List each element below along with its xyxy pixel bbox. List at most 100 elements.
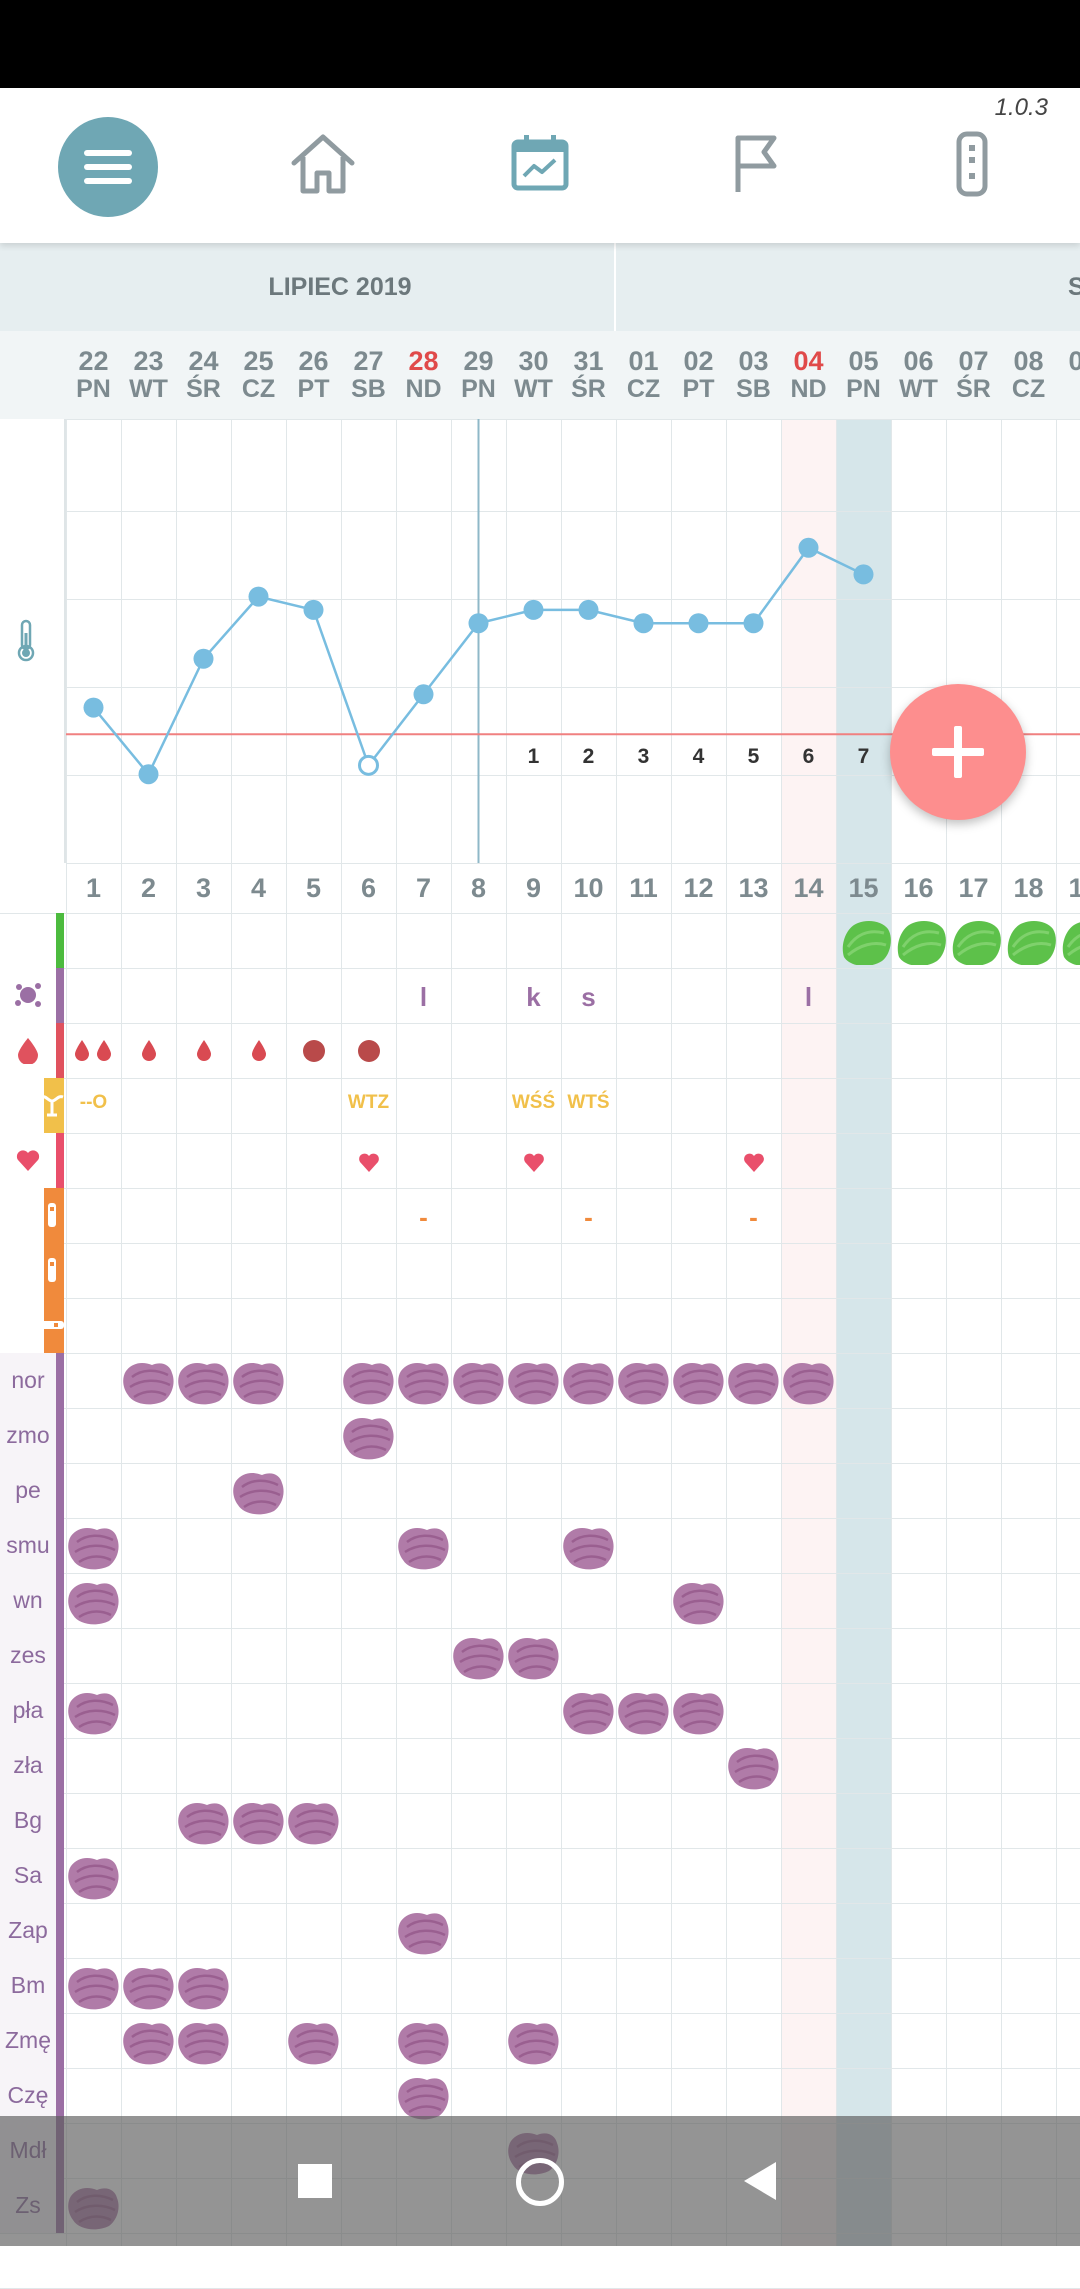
day-number: 07 [958,346,989,376]
temperature-point [138,764,159,785]
high-temp-phase-label: 6 [803,745,815,768]
day-header-cell[interactable]: 22 PN [66,347,121,403]
grid-vline [781,419,782,2246]
month-label: LIPIEC 2019 [268,273,412,301]
temperature-point [688,613,709,634]
day-header-cell[interactable]: 27 SB [341,347,396,403]
day-header-cell[interactable]: 28 ND [396,347,451,403]
flag-button[interactable] [706,114,806,214]
plus-icon [932,726,984,778]
high-temp-phase-label: 5 [748,745,760,768]
day-number: 25 [243,346,274,376]
grid-hline [0,1023,1080,1024]
grid-vline [66,419,67,2246]
day-header-cell[interactable]: 25 CZ [231,347,286,403]
day-number: 27 [353,346,384,376]
grid-hline [0,1463,1080,1464]
temperature-point [798,537,819,558]
grid-vline [176,419,177,2246]
day-number: 04 [793,346,824,376]
day-header-cell[interactable]: 29 PN [451,347,506,403]
grid-hline [66,863,1080,864]
chart-tab-button[interactable] [490,114,590,214]
cycle-day-number: 12 [683,873,714,903]
home-button[interactable] [273,114,373,214]
day-header-cell[interactable]: 03 SB [726,347,781,403]
cycle-grid: 12345678910111213141516171819 [0,419,1080,2289]
app-version: 1.0.3 [994,94,1048,121]
weekday-label: CZ [1011,375,1046,403]
grid-vline [341,419,342,2246]
cycle-day-number: 5 [305,873,322,903]
grid-hline [66,599,1080,600]
temperature-sidebar [0,419,66,863]
grid-hline [0,1188,1080,1189]
cycle-day-number: 7 [415,873,432,903]
recents-button[interactable] [298,2164,332,2198]
weekday-label: CZ [626,375,661,403]
weekday-label: PN [461,375,496,403]
sunday-column [781,419,836,2246]
grid-hline [0,2068,1080,2069]
weekday-label: SB [736,375,771,403]
day-header-cell[interactable]: 06 WT [891,347,946,403]
weekday-label: PN [76,375,111,403]
grid-hline [0,1848,1080,1849]
cycle-day-number: 19 [1068,873,1080,903]
day-header-cell[interactable]: 04 ND [781,347,836,403]
grid-hline [0,1958,1080,1959]
thermometer-device-icon [956,131,988,197]
month-divider [614,243,616,331]
grid-vline [121,419,122,2246]
add-entry-button[interactable] [890,684,1026,820]
thermometer-device-button[interactable] [922,114,1022,214]
day-header-cell[interactable]: 24 ŚR [176,347,231,403]
month-header: LIPIEC 2019 S [0,243,1080,331]
weekday-label: ŚR [956,375,991,403]
grid-vline [726,419,727,2246]
high-temp-phase-label: 7 [858,745,870,768]
weekday-label: PT [682,375,715,403]
grid-hline [0,1353,1080,1354]
weekday-label: PN [846,375,881,403]
high-temp-phase-label: 1 [528,745,540,768]
grid-vline [671,419,672,2246]
grid-vline [1001,419,1002,2246]
temperature-chart[interactable]: 1 2 3 4 5 6 7 [0,419,1080,863]
day-header-cell[interactable]: 26 PT [286,347,341,403]
grid-hline [0,1573,1080,1574]
day-header-cell[interactable]: 30 WT [506,347,561,403]
next-month-label: S [1068,273,1080,301]
temperature-point [193,648,214,669]
grid-vline [451,419,452,2246]
cycle-day-number: 13 [738,873,769,903]
grid-hline [0,1408,1080,1409]
day-header-cell[interactable]: 23 WT [121,347,176,403]
grid-hline [66,775,1080,776]
grid-hline [0,1078,1080,1079]
day-header-cell[interactable]: 07 ŚR [946,347,1001,403]
day-header-cell[interactable]: 08 CZ [1001,347,1056,403]
temperature-point [853,564,874,585]
today-column [836,419,891,2246]
weekday-label: ND [790,375,827,403]
weekday-label: CZ [241,375,276,403]
menu-button[interactable] [58,117,158,217]
calendar-chart-icon [511,135,569,191]
day-header-cell[interactable]: 05 PN [836,347,891,403]
day-number: 03 [738,346,769,376]
back-button[interactable] [740,2160,780,2202]
day-number: 23 [133,346,164,376]
grid-hline [0,913,1080,914]
day-header-cell[interactable]: 02 PT [671,347,726,403]
day-header-cell[interactable]: 09 [1056,347,1080,375]
day-header-cell[interactable]: 01 CZ [616,347,671,403]
grid-hline [66,419,1080,420]
day-header-cell[interactable]: 31 ŚR [561,347,616,403]
day-number: 26 [298,346,329,376]
grid-hline [0,1683,1080,1684]
day-number: 30 [518,346,549,376]
home-nav-button[interactable] [516,2158,564,2206]
weekday-label: ŚR [186,375,221,403]
grid-hline [0,1738,1080,1739]
